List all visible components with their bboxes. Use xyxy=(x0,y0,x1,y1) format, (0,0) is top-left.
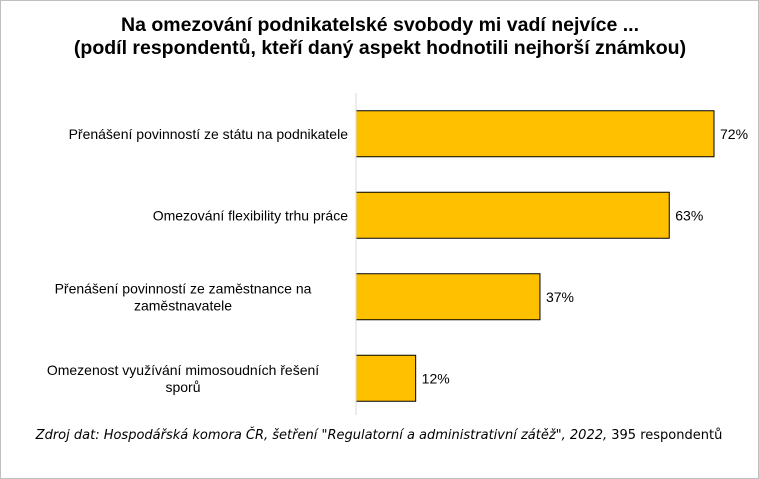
chart-title: Na omezování podnikatelské svobody mi va… xyxy=(73,14,687,59)
source-tail: 395 respondentů xyxy=(611,428,723,443)
bar-0 xyxy=(355,110,715,158)
labels-layer: 72% Přenášení povinností ze státu na podn… xyxy=(47,126,748,395)
category-label-0: Přenášení povinností ze státu na podnika… xyxy=(69,126,349,142)
bar-1 xyxy=(355,191,670,239)
value-label-0: 72% xyxy=(720,126,748,142)
bar-3 xyxy=(355,354,417,402)
source-main: Zdroj dat: Hospodářská komora ČR, šetřen… xyxy=(35,428,608,443)
category-label-3: Omezenost využívání mimosoudních řešení s… xyxy=(47,362,319,395)
category-label-2: Přenášení povinností ze zaměstnance na za… xyxy=(55,280,312,313)
value-label-3: 12% xyxy=(422,370,450,386)
value-label-2: 37% xyxy=(546,289,574,305)
category-label-1: Omezování flexibility trhu práce xyxy=(153,207,349,223)
bar-2 xyxy=(355,273,541,321)
source-note: Zdroj dat: Hospodářská komora ČR, šetřen… xyxy=(20,425,738,446)
bars-layer xyxy=(355,110,715,402)
value-label-1: 63% xyxy=(675,207,703,223)
